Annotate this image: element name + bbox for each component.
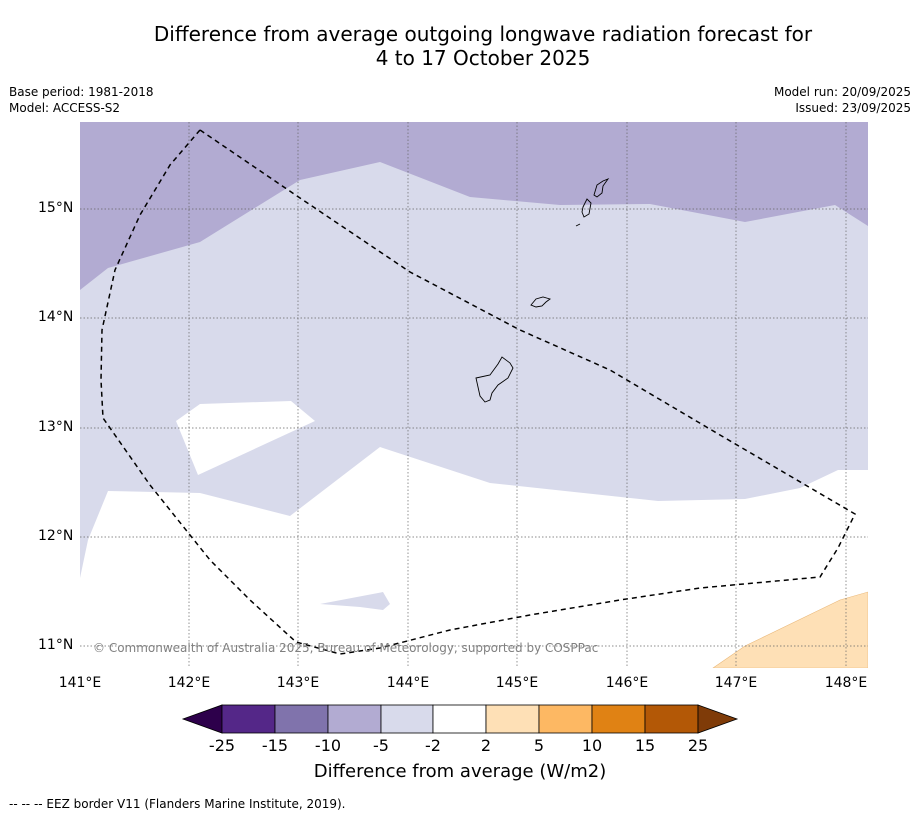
island-aguijan	[575, 223, 581, 227]
island-tinian	[581, 198, 592, 218]
lon-label-148e: 148°E	[824, 675, 868, 691]
lat-label-12n: 12°N	[38, 528, 74, 544]
colorbar-bin-2	[274, 704, 329, 734]
minus5-patch-south	[320, 592, 390, 610]
lon-label-145e: 145°E	[495, 675, 539, 691]
copyright-notice: © Commonwealth of Australia 2025, Bureau…	[93, 641, 599, 655]
chart-title: Difference from average outgoing longwav…	[0, 22, 919, 70]
colorbar-tick: -5	[373, 736, 389, 755]
colorbar-tick: -25	[208, 736, 236, 755]
model-name: Model: ACCESS-S2	[9, 101, 121, 115]
model-run: Model run: 20/09/2025	[773, 85, 911, 99]
colorbar-bin-7	[538, 704, 593, 734]
colorbar-tick: 10	[581, 736, 603, 755]
metadata-right: Model run: 20/09/2025 Issued: 23/09/2025	[774, 84, 911, 116]
island-rota	[530, 296, 551, 308]
colorbar-bin-3	[327, 704, 382, 734]
anomaly-field	[80, 122, 868, 668]
lon-label-142e: 142°E	[167, 675, 211, 691]
title-line-1: Difference from average outgoing longwav…	[153, 22, 813, 46]
colorbar-tick: -10	[314, 736, 342, 755]
base-period: Base period: 1981-2018	[9, 85, 154, 99]
colorbar-tick: -2	[425, 736, 441, 755]
lon-label-144e: 144°E	[386, 675, 430, 691]
lat-label-13n: 13°N	[38, 419, 74, 435]
colorbar-bin-6	[485, 704, 540, 734]
colorbar-title: Difference from average (W/m2)	[313, 761, 607, 782]
colorbar-tick: 25	[687, 736, 709, 755]
lon-label-141e: 141°E	[58, 675, 102, 691]
neutral-patch-west	[176, 401, 315, 475]
eez-footnote: -- -- -- EEZ border V11 (Flanders Marine…	[9, 797, 346, 811]
colorbar-bin-9	[644, 704, 699, 734]
band-plus2-plus5	[712, 591, 868, 668]
lon-label-147e: 147°E	[714, 675, 758, 691]
islands	[475, 178, 610, 403]
band-minus10-minus5	[80, 122, 868, 290]
island-guam	[475, 356, 514, 403]
island-saipan	[593, 178, 610, 198]
colorbar-extend-min	[181, 704, 223, 734]
lat-label-14n: 14°N	[38, 309, 74, 325]
band-minus5-minus2	[80, 122, 868, 578]
gridlines	[80, 122, 868, 668]
lon-label-146e: 146°E	[605, 675, 649, 691]
colorbar-extend-max	[697, 704, 739, 734]
colorbar-tick: 15	[634, 736, 656, 755]
title-line-2: 4 to 17 October 2025	[375, 46, 591, 70]
issued-date: Issued: 23/09/2025	[795, 101, 911, 115]
colorbar	[181, 704, 739, 734]
colorbar-tick: 2	[480, 736, 492, 755]
colorbar-bin-1	[221, 704, 276, 734]
colorbar-tick: -15	[261, 736, 289, 755]
eez-border	[100, 129, 856, 655]
colorbar-bin-5	[432, 704, 487, 734]
lat-label-11n: 11°N	[38, 637, 74, 653]
lon-label-143e: 143°E	[276, 675, 320, 691]
colorbar-bin-8	[591, 704, 646, 734]
lat-label-15n: 15°N	[38, 200, 74, 216]
metadata-left: Base period: 1981-2018 Model: ACCESS-S2	[9, 84, 154, 116]
colorbar-tick: 5	[533, 736, 545, 755]
colorbar-bin-4	[380, 704, 434, 734]
